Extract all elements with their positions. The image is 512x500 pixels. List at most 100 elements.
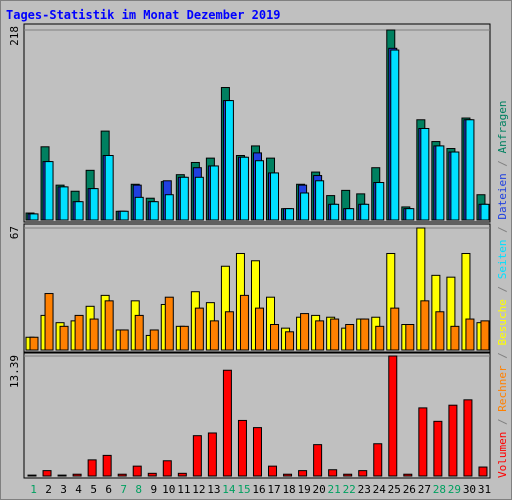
x-tick-label: 26 [403,483,416,496]
bar [74,201,84,221]
legend-entry: Volumen [496,432,509,478]
bar [358,470,368,477]
bar [207,432,217,477]
bar [194,307,204,351]
bar [345,208,355,221]
bar [270,324,280,351]
legend-entry: Seiten [496,240,509,280]
bar [360,203,370,221]
bar [254,160,264,221]
bar [285,331,295,351]
bar [134,314,144,351]
bar [375,182,385,221]
bar [44,293,54,351]
bar [435,311,445,351]
legend-separator: / [496,346,509,366]
bar [435,145,445,221]
bar [315,320,325,351]
bar [268,465,278,477]
bar [433,420,443,477]
bar [27,474,37,477]
x-tick-label: 8 [135,483,142,496]
bar [463,399,473,477]
bar [89,188,99,221]
bar [343,473,353,477]
x-tick-label: 20 [313,483,326,496]
bar [315,180,325,221]
bar [403,473,413,477]
bar [147,472,157,477]
bar [285,208,295,221]
legend-separator: / [496,153,509,173]
x-tick-label: 23 [358,483,371,496]
legend-entry: Anfragen [496,100,509,153]
bar [405,208,415,221]
bar [29,336,39,351]
bar [388,355,398,477]
bar [59,325,69,351]
bar [480,203,490,221]
y-tick-label: 13.39 [8,355,21,388]
bar [420,127,430,221]
bar [164,296,174,351]
bar [134,196,144,221]
y-tick-label: 218 [8,26,21,46]
bar [42,470,52,477]
x-tick-label: 9 [150,483,157,496]
x-tick-label: 31 [478,483,491,496]
bar [237,419,247,477]
x-tick-label: 5 [90,483,97,496]
x-tick-label: 14 [222,483,236,496]
bar [222,369,232,477]
bar [360,318,370,351]
x-tick-label: 30 [463,483,476,496]
x-tick-label: 28 [433,483,446,496]
legend-separator: / [496,220,509,240]
bar [224,311,234,351]
bar [465,119,475,221]
bar [373,443,383,477]
bar [390,49,400,221]
bar [72,473,82,477]
x-tick-label: 7 [120,483,127,496]
bar [162,460,172,477]
bar [465,318,475,351]
bar [300,313,310,351]
x-tick-label: 2 [45,483,52,496]
legend-entry: Dateien [496,173,509,219]
bar [239,156,249,221]
bar [270,172,280,221]
bar [119,210,129,221]
x-tick-label: 13 [207,483,220,496]
bar [345,324,355,351]
y-tick-label: 67 [8,226,21,239]
bar [59,186,69,221]
legend-separator: / [496,279,509,299]
bar [450,151,460,221]
bar [89,318,99,351]
x-tick-label: 15 [237,483,250,496]
bar [132,465,142,477]
bar [44,161,54,221]
bar [177,472,187,477]
bar [104,155,114,221]
bar [328,469,338,477]
bar [450,325,460,351]
bar [390,307,400,351]
bar [239,294,249,351]
bar [480,320,490,351]
bar [313,444,323,477]
bar [478,466,488,477]
legend-entry: Rechner [496,365,509,412]
bar [29,213,39,221]
bar [102,454,112,477]
x-tick-label: 18 [282,483,295,496]
x-tick-label: 17 [267,483,280,496]
bar [209,320,219,351]
bar [252,427,262,477]
bar [418,407,428,477]
bar [283,473,293,477]
x-tick-label: 22 [343,483,356,496]
x-tick-label: 16 [252,483,265,496]
